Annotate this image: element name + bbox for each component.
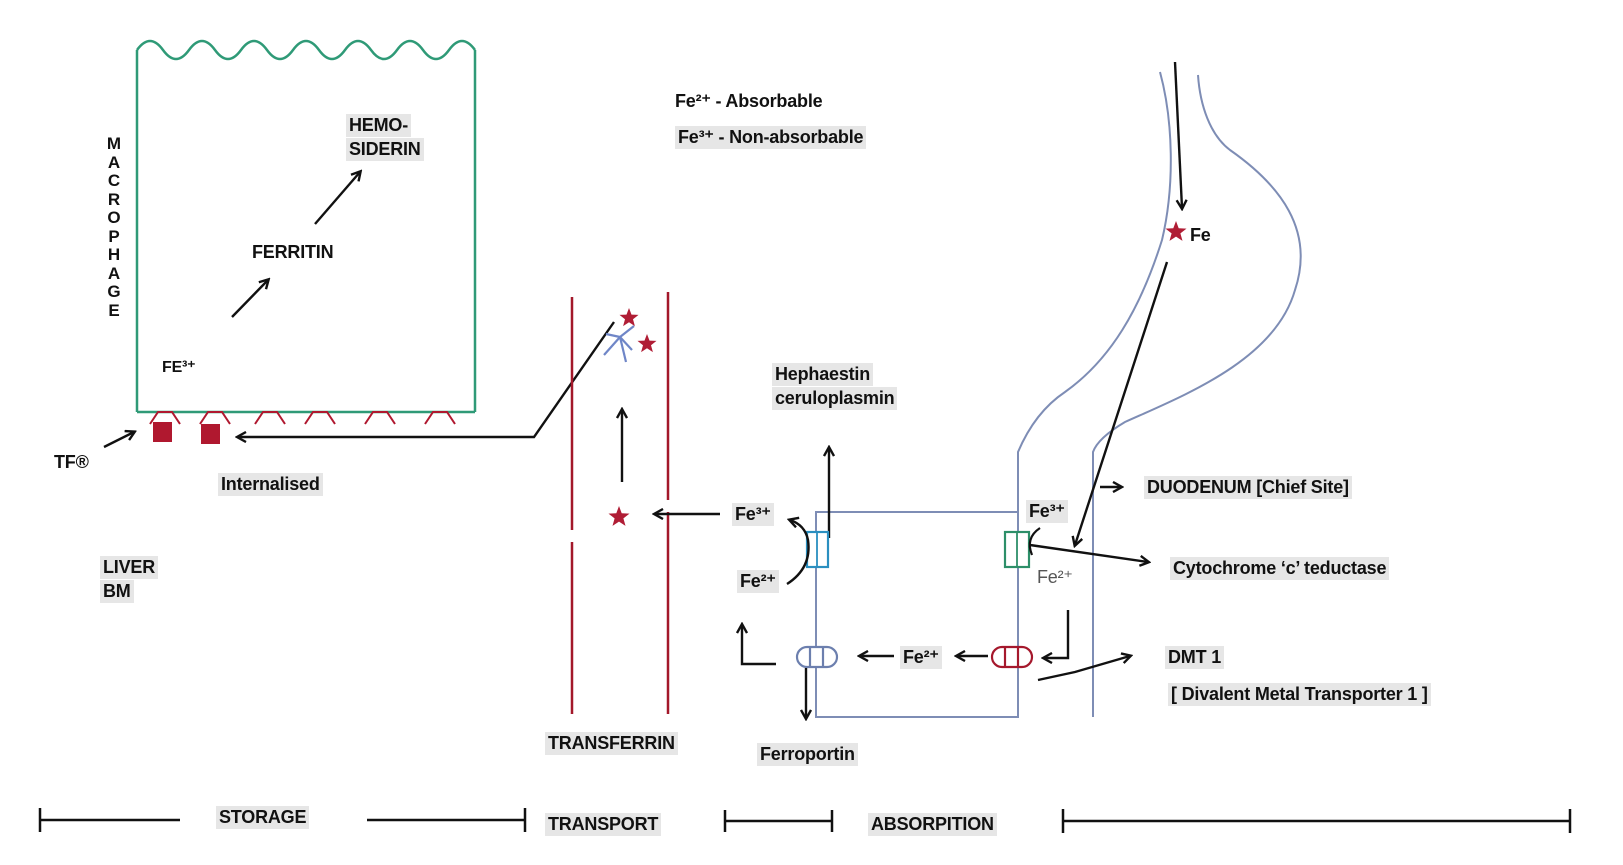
fe2-basolateral-label: Fe²⁺ xyxy=(737,570,779,593)
hephaestin-label: Hephaestin xyxy=(772,363,874,386)
arrow-fe3-to-ferritin xyxy=(231,280,268,318)
stage-transport-label: TRANSPORT xyxy=(545,813,662,836)
iron-star-icon-transferrin-2 xyxy=(637,334,657,353)
arrow-ferroportin-up xyxy=(742,625,776,666)
hemosiderin-label-line1: HEMO- xyxy=(346,114,411,137)
hemosiderin-label-line2: SIDERIN xyxy=(346,138,424,161)
legend-fe3-non-absorbable: Fe³⁺ - Non-absorbable xyxy=(675,126,867,149)
ferritin-label: FERRITIN xyxy=(252,242,334,262)
fe-label: Fe xyxy=(1190,225,1211,245)
arrow-to-cytochrome xyxy=(1029,543,1148,562)
cytochrome-label: Cytochrome ‘c’ teductase xyxy=(1170,557,1390,580)
iron-star-icon-transferrin-1 xyxy=(619,308,639,327)
stage-storage-label: STORAGE xyxy=(216,806,310,829)
dmt1-channel-icon xyxy=(990,645,1034,669)
macrophage-side-label: MACROPHAGE xyxy=(106,134,122,320)
arrow-fe2-to-fe3-oxidation xyxy=(786,520,810,586)
iron-star-icon-vessel xyxy=(608,506,630,526)
arrow-to-dmt1-label xyxy=(1037,656,1130,682)
arrow-down-stomach xyxy=(1173,61,1182,208)
gut-outline xyxy=(1017,71,1302,717)
arrow-fe3-reduction xyxy=(1028,527,1041,556)
arrow-tfr-to-receptor xyxy=(103,432,134,449)
stage-absorption-label: ABSORPITION xyxy=(868,813,997,836)
iron-star-icon-stomach xyxy=(1165,221,1187,241)
macrophage-cell xyxy=(135,39,477,414)
transferrin-receptor-label: TF® xyxy=(54,452,89,472)
receptor-bound-complex-2 xyxy=(201,424,220,444)
ceruloplasmin-label: ceruloplasmin xyxy=(772,387,898,410)
ferroportin-channel-icon xyxy=(795,645,839,669)
macrophage-wavy-membrane xyxy=(135,39,477,61)
fe2-apical-label: Fe²⁺ xyxy=(1037,567,1073,587)
stage-timeline xyxy=(38,808,1572,833)
blood-vessel xyxy=(570,292,670,714)
transferrin-label: TRANSFERRIN xyxy=(545,732,678,755)
fe3-basolateral-label: Fe³⁺ xyxy=(732,503,774,526)
arrow-ferritin-to-hemosiderin xyxy=(314,172,360,225)
legend-fe2-absorbable: Fe²⁺ - Absorbable xyxy=(675,91,823,111)
receptor-bound-complex-1 xyxy=(153,422,172,442)
dmt1-label: DMT 1 xyxy=(1165,646,1225,669)
duodenum-label: DUODENUM [Chief Site] xyxy=(1144,476,1352,499)
macrophage-fe3-label: FE³⁺ xyxy=(162,359,196,376)
ferroportin-label: Ferroportin xyxy=(757,743,858,766)
iron-star-icons xyxy=(608,221,1187,526)
fe3-apical-label: Fe³⁺ xyxy=(1026,500,1068,523)
fe2-cytosol-label: Fe²⁺ xyxy=(900,646,942,669)
arrow-transferrin-to-macrophage xyxy=(238,321,615,437)
arrow-fe2-down-to-dmt xyxy=(1044,610,1070,658)
arrow-fe-to-cell xyxy=(1075,261,1169,545)
enterocyte-cell xyxy=(815,511,1019,718)
dmt1-full-label: [ Divalent Metal Transporter 1 ] xyxy=(1168,683,1431,706)
transferrin-molecule-icon xyxy=(603,325,635,363)
internalised-label: Internalised xyxy=(218,473,323,496)
liver-label: LIVER xyxy=(100,556,159,579)
bm-label: BM xyxy=(100,580,134,603)
transferrin-receptors xyxy=(149,411,456,425)
